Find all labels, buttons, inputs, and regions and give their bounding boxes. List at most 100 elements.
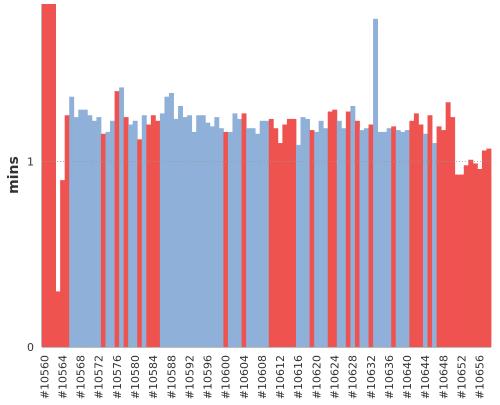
build-bar-10565 bbox=[64, 115, 70, 348]
build-bar-10610 bbox=[268, 118, 274, 347]
x-tick-label: #10612 bbox=[274, 355, 287, 399]
build-bar-10637 bbox=[391, 126, 397, 348]
build-bar-10632 bbox=[368, 124, 374, 347]
build-bar-10601 bbox=[227, 131, 233, 347]
build-bar-10576 bbox=[114, 91, 120, 347]
build-bar-10657 bbox=[481, 150, 487, 347]
build-bar-10615 bbox=[291, 118, 297, 347]
build-bar-10596 bbox=[205, 122, 211, 347]
x-tick-label: #10640 bbox=[401, 355, 414, 399]
build-bar-10612 bbox=[277, 143, 283, 347]
x-tick-label: #10648 bbox=[437, 355, 450, 399]
build-bar-10566 bbox=[69, 96, 75, 347]
x-tick-label: #10608 bbox=[256, 355, 269, 399]
build-bar-10593 bbox=[191, 131, 197, 347]
build-bar-10611 bbox=[273, 128, 279, 347]
build-bar-10567 bbox=[73, 117, 79, 347]
build-bar-10594 bbox=[196, 115, 202, 348]
build-bar-10600 bbox=[223, 131, 229, 347]
y-tick-label: 1 bbox=[27, 156, 34, 169]
build-bar-10651 bbox=[454, 174, 460, 347]
build-bar-10647 bbox=[436, 126, 442, 348]
build-bar-10635 bbox=[382, 131, 388, 347]
build-bar-10640 bbox=[404, 130, 410, 347]
build-bar-10578 bbox=[123, 117, 129, 347]
build-bar-10608 bbox=[259, 120, 265, 347]
build-bar-10621 bbox=[318, 120, 324, 347]
build-bar-10620 bbox=[314, 131, 320, 347]
build-bar-10604 bbox=[241, 113, 247, 347]
build-bar-10641 bbox=[409, 120, 415, 347]
build-bar-10591 bbox=[182, 117, 188, 347]
build-bar-10590 bbox=[178, 105, 183, 347]
build-bar-10585 bbox=[155, 120, 161, 347]
x-tick-label: #10576 bbox=[111, 355, 124, 399]
build-bar-10627 bbox=[345, 111, 351, 347]
build-bar-10630 bbox=[359, 130, 365, 347]
build-bar-10607 bbox=[255, 133, 261, 347]
build-bar-10625 bbox=[336, 120, 342, 347]
build-bar-10574 bbox=[105, 131, 111, 347]
build-bar-10623 bbox=[327, 111, 333, 347]
build-bar-10624 bbox=[332, 109, 338, 348]
build-bar-10575 bbox=[110, 120, 115, 347]
build-bar-10573 bbox=[100, 133, 106, 347]
build-bar-10598 bbox=[214, 117, 220, 347]
build-bar-10613 bbox=[282, 124, 288, 347]
build-bar-10619 bbox=[309, 130, 315, 347]
x-tick-label: #10580 bbox=[129, 355, 142, 399]
build-bar-10587 bbox=[164, 96, 170, 347]
build-bar-10564 bbox=[60, 180, 66, 347]
build-bar-10606 bbox=[250, 128, 256, 347]
build-bar-10652 bbox=[459, 174, 465, 347]
build-bar-10586 bbox=[159, 113, 165, 347]
build-bar-10583 bbox=[146, 124, 152, 347]
build-bar-10577 bbox=[119, 87, 125, 348]
build-bar-10614 bbox=[286, 118, 292, 347]
x-tick-label: #10592 bbox=[183, 355, 196, 399]
build-bar-10654 bbox=[468, 159, 474, 347]
bars-layer bbox=[42, 4, 492, 348]
build-bar-10617 bbox=[300, 117, 306, 347]
x-tick-label: #10560 bbox=[38, 355, 51, 399]
build-bar-10650 bbox=[450, 117, 456, 347]
build-bar-10572 bbox=[96, 117, 102, 347]
build-bar-10645 bbox=[427, 115, 433, 348]
build-bar-10622 bbox=[323, 128, 329, 347]
build-bar-10629 bbox=[354, 120, 360, 347]
build-bar-10658 bbox=[486, 148, 492, 347]
build-bar-10599 bbox=[218, 128, 224, 347]
x-tick-label: #10632 bbox=[365, 355, 378, 399]
build-bar-10561 bbox=[46, 4, 52, 347]
build-bar-10616 bbox=[295, 144, 301, 347]
build-bar-10603 bbox=[237, 118, 242, 347]
build-bar-10633 bbox=[373, 18, 379, 348]
build-bar-10642 bbox=[413, 113, 419, 347]
x-tick-label: #10584 bbox=[147, 355, 160, 399]
build-bar-10609 bbox=[264, 120, 270, 347]
x-tick-label: #10656 bbox=[474, 355, 487, 399]
build-bar-10569 bbox=[82, 109, 88, 348]
build-bar-10639 bbox=[400, 131, 406, 347]
build-bar-10595 bbox=[200, 115, 206, 348]
build-bar-10644 bbox=[422, 133, 428, 347]
build-bar-10618 bbox=[305, 118, 310, 347]
x-tick-label: #10564 bbox=[56, 355, 69, 399]
build-bar-10648 bbox=[441, 130, 447, 347]
y-tick-labels: 01 bbox=[27, 156, 34, 354]
x-tick-label: #10620 bbox=[310, 355, 323, 399]
x-tick-label: #10568 bbox=[75, 355, 88, 399]
build-bar-10582 bbox=[141, 115, 147, 348]
x-tick-label: #10628 bbox=[347, 355, 360, 399]
build-bar-10605 bbox=[246, 128, 252, 347]
build-bar-10656 bbox=[477, 169, 483, 347]
build-bar-10588 bbox=[168, 92, 174, 348]
build-bar-10589 bbox=[173, 118, 179, 347]
x-tick-label: #10604 bbox=[238, 355, 251, 399]
build-bar-10646 bbox=[432, 143, 437, 347]
x-tick-label: #10596 bbox=[202, 355, 215, 399]
build-bar-10597 bbox=[209, 126, 215, 348]
build-bar-10638 bbox=[395, 130, 401, 347]
